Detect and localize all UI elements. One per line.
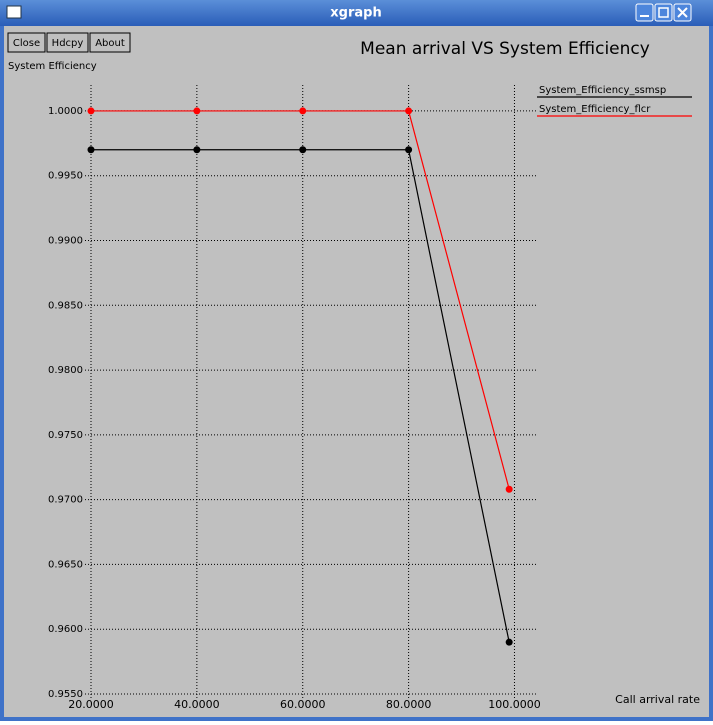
minimize-button[interactable] — [635, 3, 654, 22]
y-tick-label: 0.9800 — [48, 365, 83, 376]
window-menu-icon[interactable] — [6, 5, 22, 19]
maximize-glyph — [658, 7, 669, 18]
button[interactable] — [7, 32, 46, 53]
window-controls — [635, 3, 692, 22]
x-axis-label: Call arrival rate — [615, 693, 700, 706]
data-point — [405, 146, 413, 154]
y-tick-label: 0.9600 — [48, 624, 83, 635]
button[interactable] — [46, 32, 89, 53]
x-tick-label: 80.0000 — [386, 698, 432, 711]
maximize-button[interactable] — [654, 3, 673, 22]
y-tick-label: 0.9950 — [48, 171, 83, 182]
plot-background — [4, 26, 709, 717]
x-tick-label: 100.0000 — [488, 698, 541, 711]
y-tick-label: 0.9850 — [48, 300, 83, 311]
button-label[interactable]: About — [95, 38, 125, 49]
x-tick-label: 40.0000 — [174, 698, 220, 711]
data-point — [193, 146, 201, 154]
y-tick-label: 0.9650 — [48, 559, 83, 570]
data-point — [87, 146, 95, 154]
y-tick-label: 1.0000 — [48, 106, 83, 117]
data-point — [193, 107, 201, 115]
legend-label: System_Efficiency_ssmsp — [539, 85, 666, 96]
data-point — [505, 638, 513, 646]
data-point — [87, 107, 95, 115]
title-bar — [0, 0, 713, 26]
button-label[interactable]: Hdcpy — [52, 38, 84, 49]
button-label[interactable]: Close — [13, 38, 40, 49]
button[interactable] — [89, 32, 131, 53]
y-axis-label: System Efficiency — [8, 61, 97, 72]
y-tick-label: 0.9900 — [48, 235, 83, 246]
close-glyph — [677, 7, 688, 18]
data-point — [505, 485, 513, 493]
data-point — [405, 107, 413, 115]
data-point — [299, 146, 307, 154]
x-tick-label: 20.0000 — [68, 698, 114, 711]
y-tick-label: 0.9700 — [48, 495, 83, 506]
chart-title: Mean arrival VS System Efficiency — [360, 39, 650, 59]
y-tick-label: 0.9550 — [48, 689, 83, 700]
y-tick-label: 0.9750 — [48, 430, 83, 441]
window-title: xgraph — [330, 6, 381, 21]
legend-label: System_Efficiency_flcr — [539, 104, 651, 115]
button-bar: Close Hdcpy About — [7, 32, 131, 53]
x-tick-label: 60.0000 — [280, 698, 326, 711]
data-point — [299, 107, 307, 115]
